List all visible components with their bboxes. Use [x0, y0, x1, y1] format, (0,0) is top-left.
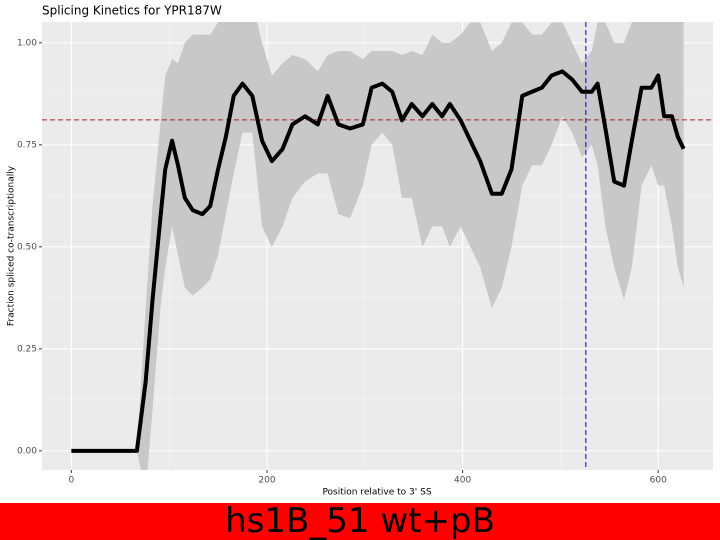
x-axis-label: Position relative to 3' SS: [322, 488, 431, 498]
chart-title: Splicing Kinetics for YPR187W: [42, 4, 222, 18]
y-tick-label: 1.00: [17, 38, 37, 48]
y-tick-label: 0.75: [17, 140, 37, 150]
y-tick-label: 0.50: [17, 242, 37, 252]
axes: 0 200 400 600 0.00 0.25 0.50 0.75 1.00: [17, 38, 667, 485]
x-tick-label: 0: [68, 476, 74, 486]
y-tick-label: 0.00: [17, 446, 37, 456]
y-tick-label: 0.25: [17, 344, 37, 354]
x-tick-label: 200: [258, 476, 275, 486]
x-tick-label: 400: [454, 476, 471, 486]
data-line: [71, 69, 686, 453]
banner: hs1B_51 wt+pB: [0, 503, 720, 540]
y-axis-label: Fraction spliced co-transcriptionally: [7, 165, 17, 326]
x-tick-label: 600: [650, 476, 667, 486]
marks: [42, 22, 713, 470]
chart: Splicing Kinetics for YPR187W Position r…: [7, 4, 713, 498]
